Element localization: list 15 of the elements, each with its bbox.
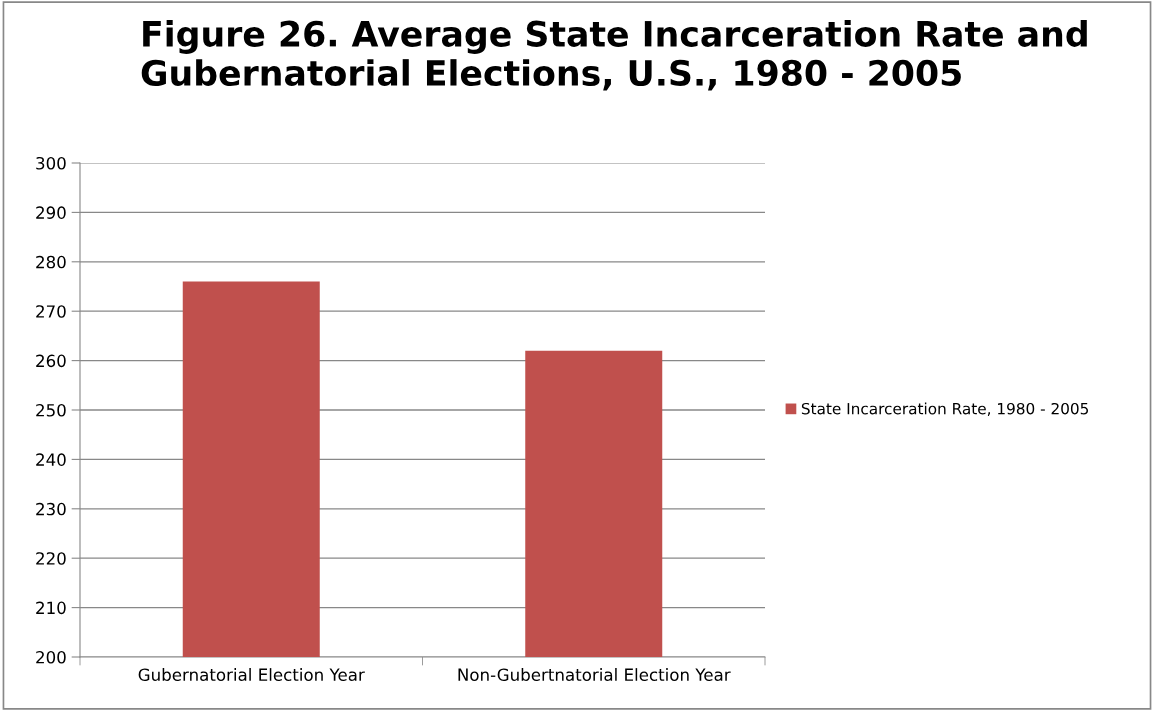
y-tick-label: 200 — [36, 650, 66, 664]
y-tick-label: 230 — [36, 502, 66, 516]
y-tick-label: 240 — [36, 453, 66, 466]
y-tick-label: 270 — [36, 305, 66, 318]
y-tick-label: 260 — [36, 354, 66, 368]
x-tick-label: Non-Gubertnatorial Election Year — [458, 668, 731, 682]
legend-label: State Incarceration Rate, 1980 - 2005 — [801, 402, 1089, 416]
y-tick-label: 280 — [36, 255, 66, 269]
y-tick-label: 300 — [36, 156, 66, 170]
x-tick-label: Gubernatorial Election Year — [138, 668, 365, 682]
chart-title: Figure 26. Average State Incarceration Rate and Gubernatorial Elections, U.S., 1980 - 2005 — [141, 20, 1087, 91]
y-tick-label: 250 — [36, 403, 66, 417]
y-tick-label: 290 — [36, 206, 66, 219]
y-tick-label: 210 — [36, 601, 66, 615]
y-tick-label: 220 — [36, 552, 66, 565]
